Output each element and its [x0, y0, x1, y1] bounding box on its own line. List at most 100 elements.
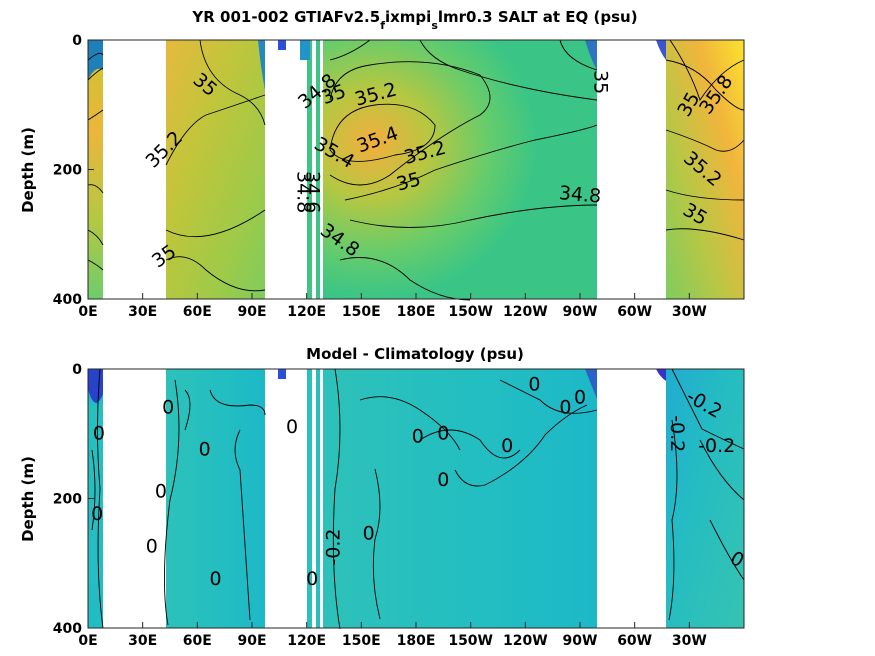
- x-tick-label: 90E: [237, 633, 266, 649]
- field-region-atlantic: [666, 40, 744, 299]
- x-tick-label: 180E: [397, 304, 436, 320]
- salinity-panel: YR 001-002 GTIAFv2.5fixmpislmr0.3 SALT a…: [19, 8, 745, 320]
- contour-label: 0: [574, 387, 586, 409]
- contour-label: 0: [437, 422, 449, 444]
- contour-label: 0: [146, 536, 158, 558]
- x-tick-label: 120E: [287, 304, 326, 320]
- contour-label: -0.2: [698, 435, 735, 457]
- contour-label: 0: [199, 438, 211, 460]
- anomaly-panel-title: Model - Climatology (psu): [306, 345, 524, 363]
- x-tick-label: 60E: [183, 633, 212, 649]
- x-tick-label: 30W: [672, 304, 707, 320]
- contour-line: [332, 368, 598, 630]
- field-region-strait-left: [307, 369, 312, 628]
- contour-line: [329, 39, 598, 228]
- x-tick-label: 30E: [128, 304, 157, 320]
- field-region-atlantic: [666, 369, 744, 628]
- contour-line: [329, 61, 491, 186]
- salinity-field: [88, 40, 744, 299]
- x-tick-label: 150W: [448, 633, 493, 649]
- x-tick-label: 90W: [563, 633, 598, 649]
- field-region-strait-top: [278, 40, 286, 50]
- contour-line: [164, 379, 266, 626]
- field-region-indian: [166, 369, 265, 628]
- fresh-pocket-indian: [258, 40, 265, 90]
- contour-label: 34.8: [558, 182, 602, 208]
- salinity-panel-title: YR 001-002 GTIAFv2.5fixmpislmr0.3 SALT a…: [191, 8, 637, 32]
- salinity-contours: [87, 39, 745, 301]
- contour-label: 35: [590, 70, 612, 94]
- x-tick-label: 30E: [128, 633, 157, 649]
- contour-label: 0: [286, 416, 298, 438]
- x-tick-label: 150W: [448, 304, 493, 320]
- x-tick-label: 150E: [342, 304, 381, 320]
- x-tick-label: 150E: [342, 633, 381, 649]
- y-tick-label: 400: [53, 621, 82, 637]
- y-tick-label: 400: [53, 292, 82, 308]
- contour-label: 0: [528, 374, 540, 396]
- x-tick-label: 30W: [672, 633, 707, 649]
- y-axis-label: Depth (m): [19, 456, 37, 542]
- y-axis: 0 200 400: [53, 362, 94, 637]
- y-axis: 0 200 400: [53, 33, 94, 308]
- field-region-strait-left: [307, 40, 312, 299]
- contour-label: 34.6: [302, 171, 324, 213]
- x-axis: 0E 30E 60E 90E 120E 150E 180E 150W 120W 90W 60W 30W: [78, 293, 707, 320]
- field-region-strait-right: [316, 40, 320, 299]
- contour-line: [91, 368, 104, 629]
- field-region-strait-top-right: [300, 40, 310, 60]
- contour-line: [668, 368, 745, 621]
- field-region-indian: [166, 40, 265, 299]
- contour-label: 0: [162, 396, 174, 418]
- contour-label: 0: [437, 469, 449, 491]
- anomaly-contours: [91, 368, 745, 630]
- contour-label: -0.2: [323, 529, 345, 566]
- field-region-west-indian: [88, 369, 103, 628]
- field-region-pacific: [323, 369, 597, 628]
- y-tick-label: 200: [53, 163, 82, 179]
- x-tick-label: 60W: [617, 304, 652, 320]
- x-tick-label: 120E: [287, 633, 326, 649]
- contour-label: 0: [210, 568, 222, 590]
- y-tick-label: 0: [72, 33, 82, 49]
- anomaly-pocket-east-pacific: [585, 369, 597, 399]
- field-region-pacific: [323, 40, 597, 299]
- contour-line: [165, 39, 266, 292]
- contour-label: 0: [363, 523, 375, 545]
- y-axis-label: Depth (m): [19, 127, 37, 213]
- contour-label: 0: [93, 422, 105, 444]
- contour-line: [665, 39, 745, 241]
- contour-label: 0: [306, 568, 318, 590]
- anomaly-field: [88, 369, 744, 628]
- contour-label: 34.8: [293, 171, 315, 213]
- contour-label: -0.2: [666, 415, 688, 452]
- x-tick-label: 120W: [503, 304, 548, 320]
- x-axis: 0E 30E 60E 90E 120E 150E 180E 150W 120W 90W 60W 30W: [78, 622, 707, 649]
- field-region-strait-top: [278, 369, 286, 379]
- contour-line: [87, 52, 104, 271]
- contour-label: 0: [559, 396, 571, 418]
- contour-line: [339, 39, 598, 301]
- fresh-pocket-west: [88, 40, 103, 80]
- fresh-pocket-atlantic: [656, 40, 666, 60]
- contour-label: 0: [412, 425, 424, 447]
- field-region-strait-right: [316, 369, 320, 628]
- y-tick-label: 200: [53, 492, 82, 508]
- y-tick-label: 0: [72, 362, 82, 378]
- x-tick-label: 120W: [503, 633, 548, 649]
- contour-label: 0: [501, 435, 513, 457]
- x-tick-label: 90E: [237, 304, 266, 320]
- x-tick-label: 60E: [183, 304, 212, 320]
- x-tick-label: 180E: [397, 633, 436, 649]
- fresh-pocket-east-pacific: [585, 40, 597, 70]
- x-tick-label: 0E: [78, 304, 97, 320]
- x-tick-label: 90W: [563, 304, 598, 320]
- x-tick-label: 60W: [617, 633, 652, 649]
- contour-label: 0: [91, 503, 103, 525]
- field-region-west-indian: [88, 40, 103, 299]
- anomaly-pocket-atlantic: [656, 369, 666, 381]
- x-tick-label: 0E: [78, 633, 97, 649]
- contour-label: 0: [155, 481, 167, 503]
